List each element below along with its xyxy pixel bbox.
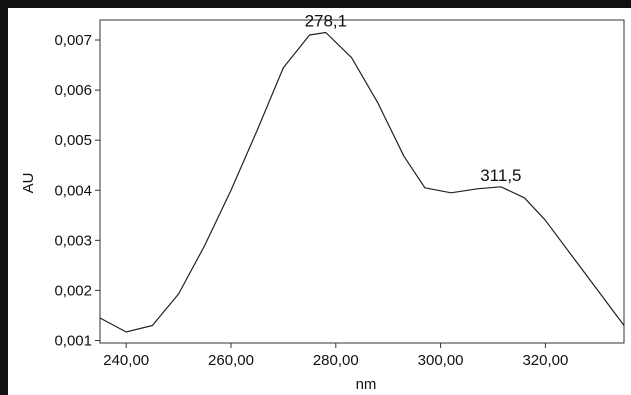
x-axis: 240,00 260,00 280,00 300,00 320,00 [103, 343, 568, 369]
y-axis: 0,001 0,002 0,003 0,004 0,005 0,006 0,007 [54, 32, 100, 349]
peak-label: 311,5 [480, 166, 521, 185]
window-frame-left [0, 0, 8, 395]
spectrum-line [99, 31, 625, 333]
y-tick-label: 0,004 [54, 182, 92, 199]
y-axis-title: AU [20, 173, 37, 194]
x-tick-label: 260,00 [208, 352, 254, 369]
plot-area [99, 19, 625, 344]
y-tick-label: 0,007 [54, 32, 92, 49]
series-layer [99, 31, 625, 333]
x-axis-title: nm [356, 376, 377, 393]
x-tick-label: 320,00 [522, 352, 568, 369]
y-tick-label: 0,002 [54, 282, 92, 299]
x-tick-label: 280,00 [313, 352, 359, 369]
y-tick-label: 0,003 [54, 232, 92, 249]
plot-frame [99, 19, 625, 344]
y-tick-label: 0,001 [54, 332, 92, 349]
window-frame-top [0, 0, 631, 8]
peak-label: 278,1 [305, 12, 348, 31]
x-tick-label: 300,00 [418, 352, 464, 369]
y-tick-label: 0,006 [54, 82, 92, 99]
annotation-layer: 278,1 311,5 [305, 12, 522, 185]
y-tick-label: 0,005 [54, 132, 92, 149]
x-tick-label: 240,00 [103, 352, 149, 369]
